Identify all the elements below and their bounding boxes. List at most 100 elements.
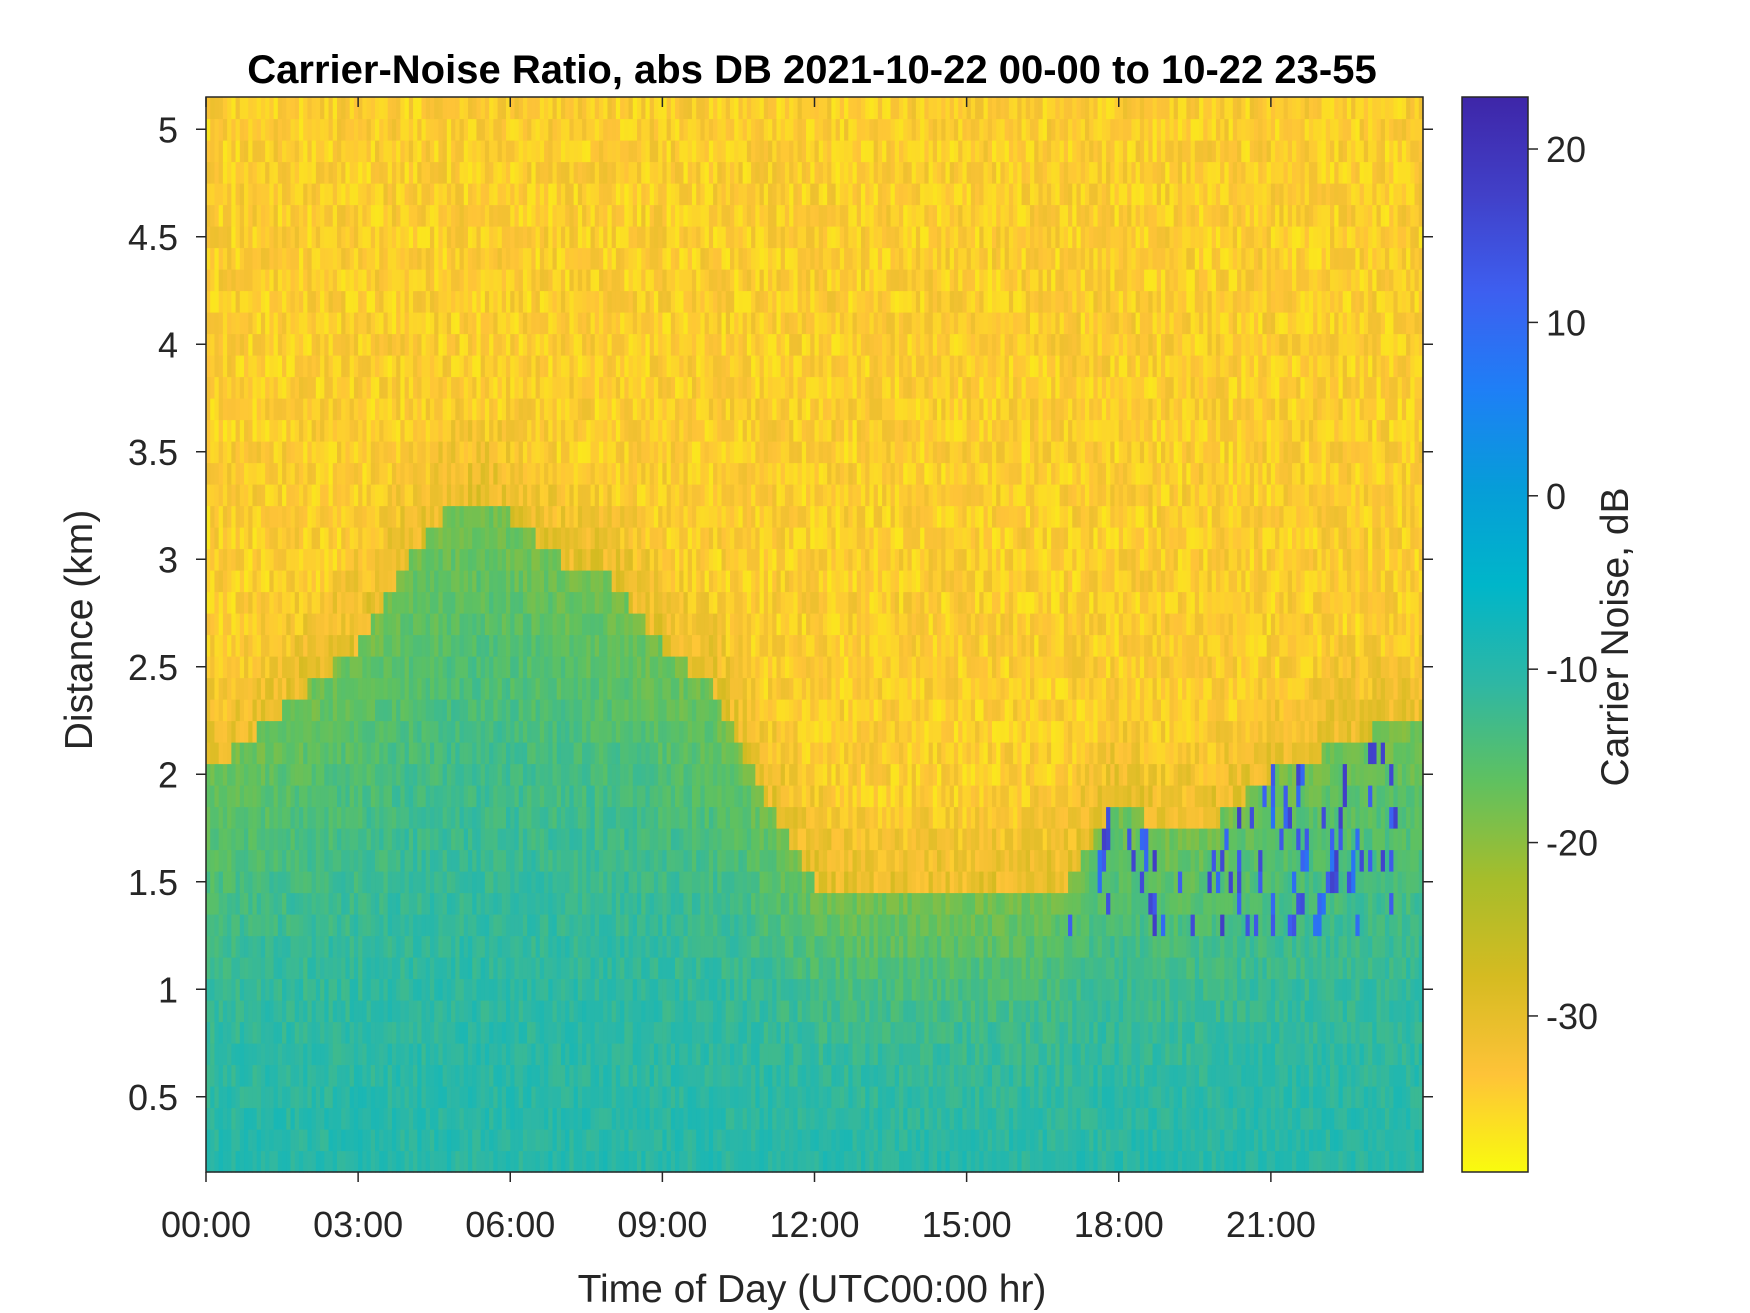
heatmap-cell — [1283, 1107, 1289, 1130]
heatmap-cell — [1114, 806, 1120, 829]
heatmap-cell — [463, 785, 469, 808]
heatmap-cell — [1118, 957, 1124, 980]
heatmap-cell — [1038, 1021, 1044, 1044]
heatmap-cell — [1355, 1129, 1361, 1152]
heatmap-cell — [370, 1129, 376, 1152]
heatmap-cell — [1059, 935, 1065, 958]
heatmap-cell — [396, 806, 401, 829]
heatmap-cell — [869, 1129, 875, 1152]
heatmap-cell — [446, 1021, 452, 1044]
heatmap-cell — [294, 978, 300, 1001]
heatmap-cell — [1300, 914, 1306, 937]
heatmap-cell — [1118, 935, 1124, 958]
heatmap-cell — [670, 914, 676, 937]
heatmap-cell — [1101, 1129, 1107, 1152]
heatmap-cell — [1418, 1150, 1424, 1173]
heatmap-cell — [632, 978, 638, 1001]
heatmap-cell — [1249, 1150, 1255, 1173]
heatmap-cell — [784, 1064, 790, 1087]
heatmap-cell — [806, 892, 811, 915]
heatmap-cell — [429, 1150, 435, 1173]
heatmap-cell — [577, 1086, 583, 1109]
heatmap-cell — [518, 849, 524, 872]
heatmap-cell — [522, 849, 528, 872]
heatmap-cell — [582, 1150, 587, 1173]
heatmap-cell — [294, 849, 300, 872]
heatmap-cell — [607, 957, 613, 980]
heatmap-cell — [1118, 871, 1124, 894]
heatmap-cell — [856, 892, 862, 915]
heatmap-cell — [349, 806, 355, 829]
heatmap-cell — [1292, 914, 1297, 937]
heatmap-cell — [1021, 828, 1027, 851]
heatmap-cell — [746, 806, 752, 829]
heatmap-cell — [1165, 1107, 1171, 1130]
heatmap-cell — [1372, 914, 1378, 937]
heatmap-cell — [780, 1129, 786, 1152]
heatmap-cell — [966, 1086, 972, 1109]
heatmap-cell — [899, 871, 904, 894]
heatmap-cell — [603, 1021, 609, 1044]
heatmap-cell — [1097, 1043, 1103, 1066]
heatmap-cell — [1220, 914, 1225, 937]
heatmap-cell — [962, 892, 968, 915]
heatmap-cell — [987, 1043, 993, 1066]
heatmap-cell — [459, 1064, 465, 1087]
heatmap-cell — [358, 1129, 363, 1152]
heatmap-cell — [573, 871, 579, 894]
heatmap-cell — [573, 849, 579, 872]
heatmap-cell — [286, 1000, 292, 1023]
heatmap-cell — [425, 1043, 431, 1066]
heatmap-cell — [1194, 957, 1200, 980]
heatmap-cell — [531, 892, 537, 915]
heatmap-cell — [552, 849, 558, 872]
heatmap-cell — [886, 849, 892, 872]
heatmap-cell — [949, 871, 955, 894]
heatmap-plot-area — [206, 97, 1424, 1173]
heatmap-cell — [341, 1150, 347, 1173]
heatmap-cell — [1338, 849, 1344, 872]
heatmap-cell — [983, 1021, 989, 1044]
heatmap-cell — [658, 1150, 663, 1173]
heatmap-cell — [1177, 1064, 1183, 1087]
heatmap-cell — [1000, 1086, 1006, 1109]
heatmap-cell — [497, 806, 503, 829]
heatmap-cell — [1308, 914, 1314, 937]
heatmap-cell — [772, 806, 778, 829]
heatmap-cell — [535, 1129, 541, 1152]
heatmap-cell — [721, 957, 727, 980]
heatmap-cell — [324, 828, 330, 851]
heatmap-cell — [1237, 914, 1242, 937]
heatmap-cell — [1194, 1021, 1200, 1044]
heatmap-cell — [818, 1043, 824, 1066]
heatmap-cell — [607, 1021, 613, 1044]
heatmap-cell — [265, 1129, 270, 1152]
heatmap-cell — [877, 1000, 883, 1023]
heatmap-cell — [311, 935, 317, 958]
heatmap-cell — [476, 914, 482, 937]
heatmap-cell — [1089, 914, 1094, 937]
heatmap-cell — [1245, 978, 1251, 1001]
heatmap-cell — [949, 1000, 955, 1023]
heatmap-cell — [784, 978, 790, 1001]
heatmap-cell — [1351, 1043, 1356, 1066]
heatmap-cell — [708, 914, 714, 937]
heatmap-cell — [1355, 871, 1361, 894]
heatmap-cell — [400, 1043, 406, 1066]
heatmap-cell — [429, 806, 435, 829]
heatmap-cell — [1101, 957, 1107, 980]
heatmap-cell — [1414, 1150, 1420, 1173]
heatmap-cell — [425, 1021, 431, 1044]
heatmap-cell — [751, 1021, 756, 1044]
heatmap-cell — [1359, 1107, 1365, 1130]
heatmap-cell — [784, 892, 790, 915]
heatmap-cell — [1194, 1086, 1200, 1109]
heatmap-cell — [1013, 849, 1018, 872]
heatmap-cell — [1076, 871, 1082, 894]
heatmap-cell — [349, 1064, 355, 1087]
heatmap-cell — [1313, 1021, 1318, 1044]
heatmap-cell — [1131, 1000, 1137, 1023]
heatmap-cell — [856, 1064, 862, 1087]
heatmap-cell — [966, 957, 972, 980]
heatmap-cell — [1334, 1107, 1340, 1130]
